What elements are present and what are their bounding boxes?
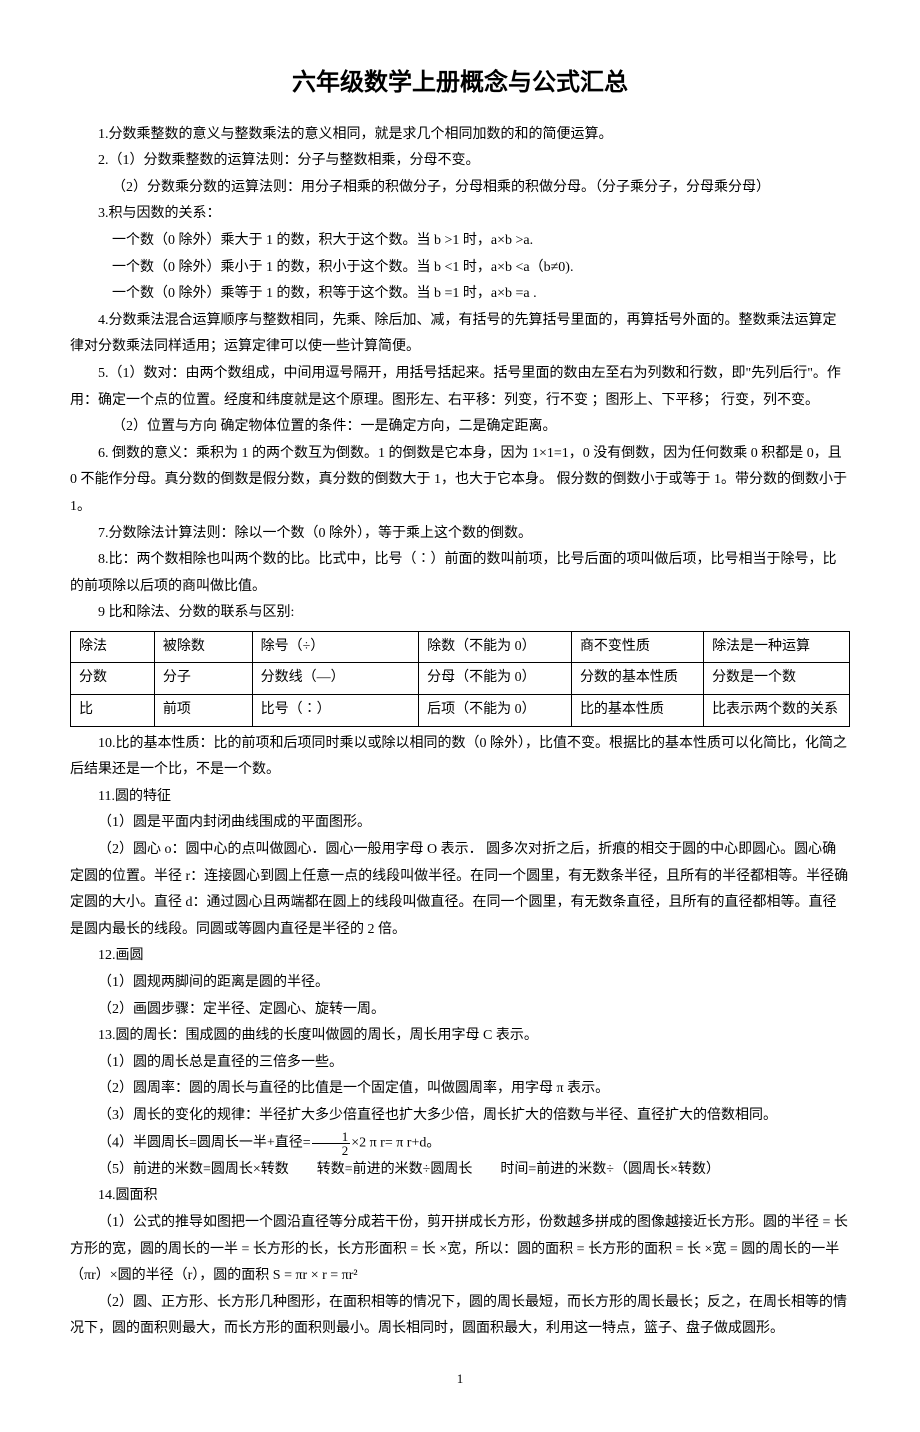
para-3c: 一个数（0 除外）乘等于 1 的数，积等于这个数。当 b =1 时，a×b =a… — [70, 281, 850, 308]
table-cell: 后项（不能为 0） — [419, 695, 572, 727]
para-12: 12.画圆 — [70, 943, 850, 970]
para-5-1: 5.（1）数对：由两个数组成，中间用逗号隔开，用括号括起来。括号里面的数由左至右… — [70, 361, 850, 414]
table-cell: 比表示两个数的关系 — [704, 695, 850, 727]
fraction-den: 2 — [312, 1144, 351, 1157]
table-row: 比 前项 比号（∶） 后项（不能为 0） 比的基本性质 比表示两个数的关系 — [71, 695, 850, 727]
para-11a: （1）圆是平面内封闭曲线围成的平面图形。 — [70, 810, 850, 837]
para-3b: 一个数（0 除外）乘小于 1 的数，积小于这个数。当 b <1 时，a×b <a… — [70, 255, 850, 282]
para-7: 7.分数除法计算法则：除以一个数（0 除外），等于乘上这个数的倒数。 — [70, 521, 850, 548]
para-11: 11.圆的特征 — [70, 784, 850, 811]
fraction-num: 1 — [312, 1130, 351, 1144]
table-row: 除法 被除数 除号（÷） 除数（不能为 0） 商不变性质 除法是一种运算 — [71, 631, 850, 663]
table-cell: 除法 — [71, 631, 155, 663]
para-9: 9 比和除法、分数的联系与区别: — [70, 600, 850, 627]
table-cell: 比号（∶） — [252, 695, 419, 727]
para-13b: （2）圆周率：圆的周长与直径的比值是一个固定值，叫做圆周率，用字母 π 表示。 — [70, 1076, 850, 1103]
para-1: 1.分数乘整数的意义与整数乘法的意义相同，就是求几个相同加数的和的简便运算。 — [70, 122, 850, 149]
para-2-1: 2.（1）分数乘整数的运算法则：分子与整数相乘，分母不变。 — [70, 148, 850, 175]
para-13e: （5）前进的米数=圆周长×转数 转数=前进的米数÷圆周长 时间=前进的米数÷（圆… — [70, 1157, 850, 1184]
table-cell: 分母（不能为 0） — [419, 663, 572, 695]
para-6: 6. 倒数的意义：乘积为 1 的两个数互为倒数。1 的倒数是它本身，因为 1×1… — [70, 441, 850, 521]
para-10: 10.比的基本性质：比的前项和后项同时乘以或除以相同的数（0 除外），比值不变。… — [70, 731, 850, 784]
para-8: 8.比：两个数相除也叫两个数的比。比式中，比号（∶）前面的数叫前项，比号后面的项… — [70, 547, 850, 600]
table-cell: 除法是一种运算 — [704, 631, 850, 663]
para-13: 13.圆的周长：围成圆的曲线的长度叫做圆的周长，周长用字母 C 表示。 — [70, 1023, 850, 1050]
para-14a: （1）公式的推导如图把一个圆沿直径等分成若干份，剪开拼成长方形，份数越多拼成的图… — [70, 1210, 850, 1290]
para-2-2: （2）分数乘分数的运算法则：用分子相乘的积做分子，分母相乘的积做分母。（分子乘分… — [70, 175, 850, 202]
para-13c: （3）周长的变化的规律：半径扩大多少倍直径也扩大多少倍，周长扩大的倍数与半径、直… — [70, 1103, 850, 1130]
para-12a: （1）圆规两脚间的距离是圆的半径。 — [70, 970, 850, 997]
table-cell: 除数（不能为 0） — [419, 631, 572, 663]
para-13d-pre: （4）半圆周长=圆周长一半+直径= — [98, 1135, 311, 1150]
table-cell: 分数是一个数 — [704, 663, 850, 695]
para-3a: 一个数（0 除外）乘大于 1 的数，积大于这个数。当 b >1 时，a×b >a… — [70, 228, 850, 255]
para-14b: （2）圆、正方形、长方形几种图形，在面积相等的情况下，圆的周长最短，而长方形的周… — [70, 1290, 850, 1343]
para-13d-post: ×2 π r= π r+d。 — [351, 1135, 440, 1150]
table-cell: 分子 — [154, 663, 252, 695]
table-cell: 前项 — [154, 695, 252, 727]
para-3: 3.积与因数的关系： — [70, 201, 850, 228]
table-cell: 商不变性质 — [571, 631, 703, 663]
para-11b: （2）圆心 o：圆中心的点叫做圆心．圆心一般用字母 O 表示． 圆多次对折之后，… — [70, 837, 850, 943]
para-5-2: （2）位置与方向 确定物体位置的条件：一是确定方向，二是确定距离。 — [70, 414, 850, 441]
para-12b: （2）画圆步骤：定半径、定圆心、旋转一周。 — [70, 997, 850, 1024]
table-cell: 比 — [71, 695, 155, 727]
table-cell: 分数线（—） — [252, 663, 419, 695]
para-4: 4.分数乘法混合运算顺序与整数相同，先乘、除后加、减，有括号的先算括号里面的，再… — [70, 308, 850, 361]
para-13d: （4）半圆周长=圆周长一半+直径=12×2 π r= π r+d。 — [70, 1130, 850, 1157]
page-number: 1 — [70, 1367, 850, 1392]
fraction: 12 — [312, 1130, 351, 1157]
table-cell: 比的基本性质 — [571, 695, 703, 727]
table-cell: 分数的基本性质 — [571, 663, 703, 695]
table-cell: 被除数 — [154, 631, 252, 663]
comparison-table: 除法 被除数 除号（÷） 除数（不能为 0） 商不变性质 除法是一种运算 分数 … — [70, 631, 850, 727]
para-13a: （1）圆的周长总是直径的三倍多一些。 — [70, 1050, 850, 1077]
para-14: 14.圆面积 — [70, 1183, 850, 1210]
table-row: 分数 分子 分数线（—） 分母（不能为 0） 分数的基本性质 分数是一个数 — [71, 663, 850, 695]
page-title: 六年级数学上册概念与公式汇总 — [70, 60, 850, 106]
table-cell: 分数 — [71, 663, 155, 695]
table-cell: 除号（÷） — [252, 631, 419, 663]
